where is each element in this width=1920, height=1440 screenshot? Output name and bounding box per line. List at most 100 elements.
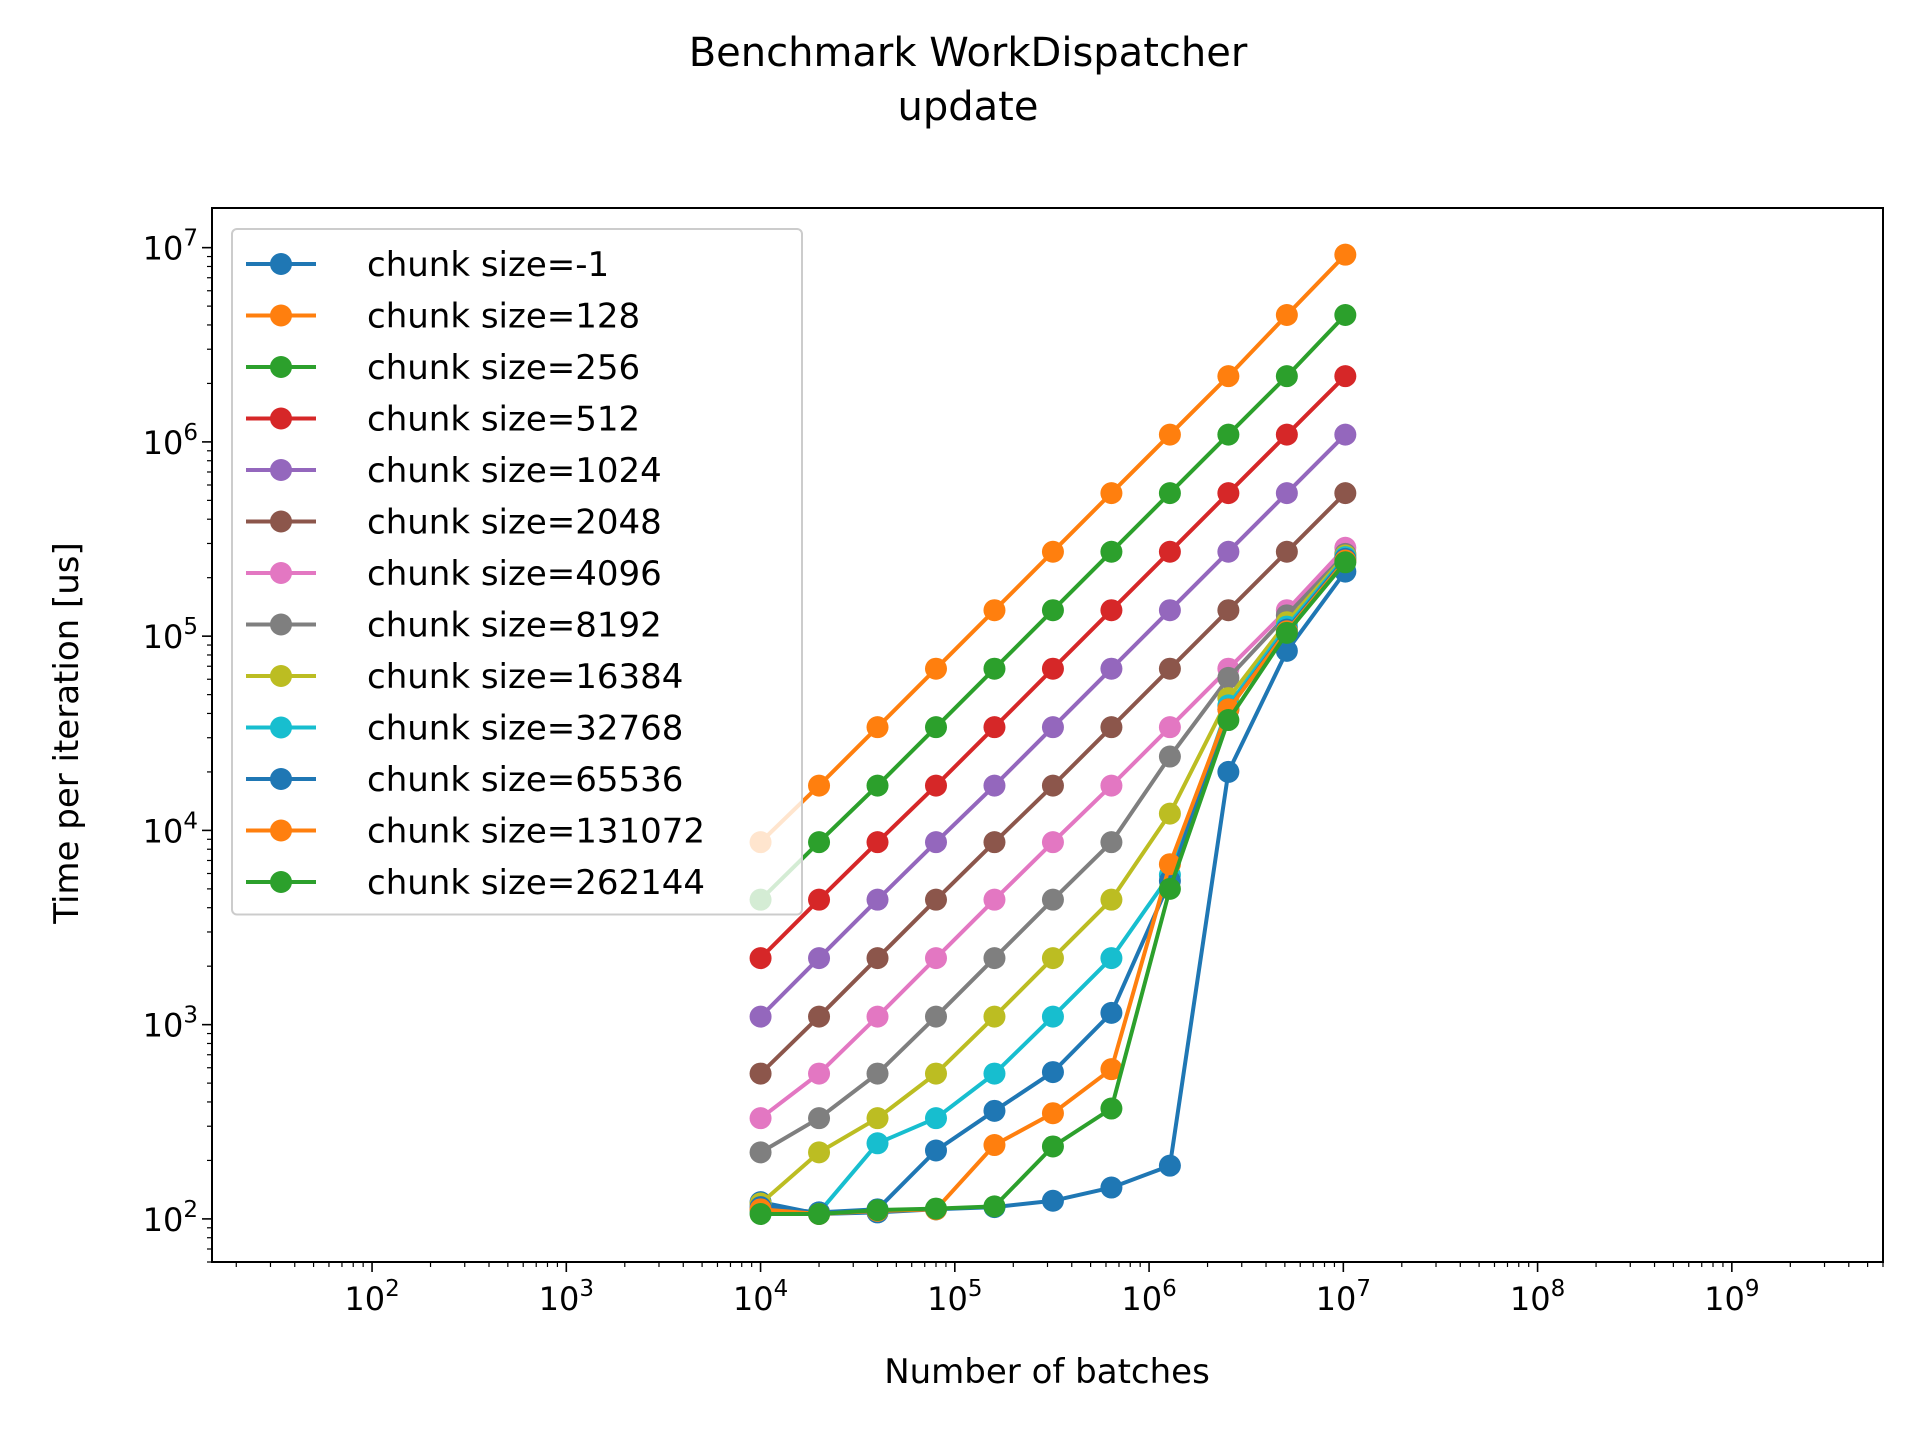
legend-marker	[270, 613, 292, 636]
data-point	[1158, 599, 1181, 622]
data-point	[866, 774, 889, 797]
data-point	[1217, 666, 1240, 689]
plot-area: 102 103 104 105 106 107 108 109 102 103 104 105 106 1…	[143, 207, 1884, 1318]
data-point	[983, 1005, 1006, 1028]
data-point	[1158, 877, 1181, 900]
data-point	[1275, 365, 1298, 388]
data-point	[1041, 540, 1064, 563]
data-point	[1100, 1176, 1123, 1199]
data-point	[866, 1199, 889, 1222]
legend-label: chunk size=1024	[367, 451, 662, 491]
data-point	[1041, 947, 1064, 970]
data-point	[1158, 423, 1181, 446]
data-point	[924, 716, 947, 739]
y-tick-label: 107	[143, 226, 198, 268]
data-point	[1100, 599, 1123, 622]
data-point	[1334, 482, 1357, 505]
y-axis-label: Time per iteration [us]	[47, 542, 87, 925]
data-point	[1100, 1001, 1123, 1024]
legend-label: chunk size=16384	[367, 657, 683, 697]
legend-marker	[270, 665, 292, 687]
data-point	[1100, 540, 1123, 563]
series-5	[749, 482, 1357, 1085]
data-point	[924, 1197, 947, 1220]
legend-marker	[270, 407, 292, 430]
data-point	[866, 1107, 889, 1130]
data-point	[983, 1195, 1006, 1218]
data-point	[866, 1132, 889, 1155]
data-point	[808, 947, 831, 970]
legend-marker	[270, 716, 292, 739]
data-point	[1041, 1005, 1064, 1028]
legend-marker	[270, 768, 292, 790]
legend-label: chunk size=128	[367, 297, 640, 337]
series-4	[749, 423, 1357, 1028]
legend-marker	[270, 253, 292, 275]
data-point	[1275, 639, 1298, 662]
data-point	[1100, 888, 1123, 911]
data-point	[924, 831, 947, 854]
data-point	[924, 774, 947, 797]
legend-label: chunk size=2048	[367, 503, 662, 543]
data-point	[924, 1107, 947, 1130]
legend-label: chunk size=-1	[367, 245, 609, 285]
data-point	[1041, 599, 1064, 622]
data-point	[1041, 888, 1064, 911]
data-point	[924, 1062, 947, 1085]
data-point	[1275, 482, 1298, 505]
legend: chunk size=-1 chunk size=128 chunk size=25…	[231, 228, 803, 916]
x-tick-label: 103	[539, 1276, 594, 1318]
x-tick-label: 105	[927, 1276, 982, 1318]
data-point	[808, 1062, 831, 1085]
y-tick-label: 103	[143, 1003, 198, 1045]
x-tick-label: 104	[733, 1276, 788, 1318]
data-point	[983, 657, 1006, 680]
data-point	[1041, 774, 1064, 797]
data-point	[749, 1062, 772, 1085]
data-point	[1217, 760, 1240, 783]
legend-box	[231, 228, 803, 916]
data-point	[983, 1099, 1006, 1122]
y-tick-label: 104	[143, 808, 198, 850]
legend-label: chunk size=32768	[367, 709, 683, 749]
data-point	[749, 1141, 772, 1164]
data-point	[1217, 482, 1240, 505]
data-point	[1334, 365, 1357, 388]
data-point	[924, 1139, 947, 1162]
data-point	[808, 831, 831, 854]
legend-marker	[270, 304, 292, 327]
legend-marker	[270, 871, 292, 893]
data-point	[924, 657, 947, 680]
data-point	[983, 888, 1006, 911]
data-point	[1158, 716, 1181, 739]
data-point	[749, 947, 772, 970]
data-point	[1217, 365, 1240, 388]
data-point	[1158, 482, 1181, 505]
data-point	[1100, 1058, 1123, 1081]
legend-marker	[270, 510, 292, 533]
data-point	[924, 888, 947, 911]
legend-label: chunk size=65536	[367, 760, 683, 800]
legend-marker	[270, 459, 292, 481]
data-point	[983, 774, 1006, 797]
x-tick-label: 107	[1316, 1276, 1371, 1318]
data-point	[1275, 621, 1298, 644]
data-point	[1041, 1135, 1064, 1158]
data-point	[866, 1005, 889, 1028]
data-point	[924, 947, 947, 970]
data-point	[1100, 482, 1123, 505]
data-point	[1100, 716, 1123, 739]
data-point	[1334, 243, 1357, 266]
y-tick-label: 105	[143, 614, 198, 656]
data-point	[808, 1141, 831, 1164]
data-point	[1100, 774, 1123, 797]
data-point	[1041, 716, 1064, 739]
data-point	[1217, 423, 1240, 446]
data-point	[1041, 831, 1064, 854]
data-point	[924, 1005, 947, 1028]
y-tick-label: 106	[143, 420, 198, 462]
y-tick-label: 102	[143, 1197, 198, 1239]
x-tick-label: 109	[1704, 1276, 1759, 1318]
data-point	[983, 1062, 1006, 1085]
